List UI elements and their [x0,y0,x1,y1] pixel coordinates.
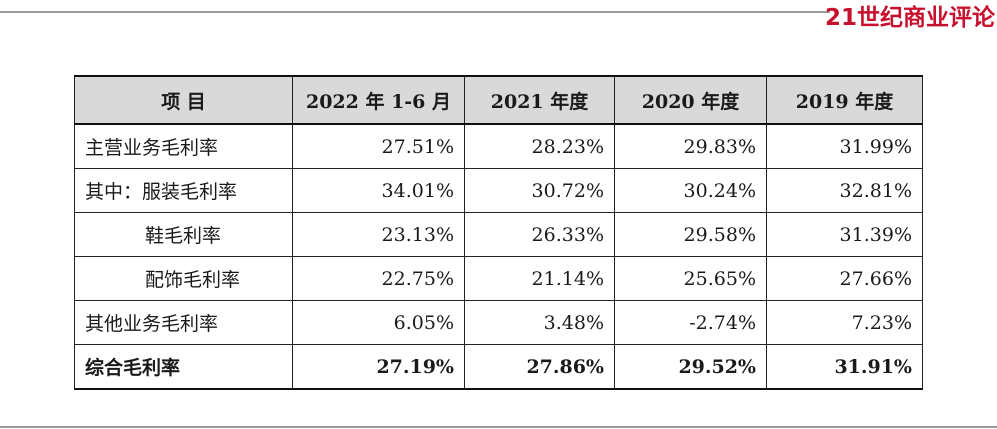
bottom-divider [0,426,997,428]
cell-value: 29.52% [614,344,767,390]
cell-value: 3.48% [464,300,615,345]
cell-value: 27.86% [464,344,615,390]
header-2021: 2021 年度 [464,75,615,125]
cell-value: 7.23% [766,300,923,345]
cell-value: 30.72% [464,168,615,213]
cell-value: 29.83% [614,124,767,169]
table-row-total: 综合毛利率 27.19% 27.86% 29.52% 31.91% [74,344,923,390]
header-2020: 2020 年度 [614,75,767,125]
cell-value: 32.81% [766,168,923,213]
cell-value: 30.24% [614,168,767,213]
table-row: 鞋毛利率 23.13% 26.33% 29.58% 31.39% [74,212,923,257]
cell-value: 27.19% [292,344,465,390]
cell-value: 27.66% [766,256,923,301]
cell-value: 29.58% [614,212,767,257]
cell-value: 25.65% [614,256,767,301]
table-row: 其他业务毛利率 6.05% 3.48% -2.74% 7.23% [74,300,923,345]
header-item: 项 目 [74,75,293,125]
table-row: 配饰毛利率 22.75% 21.14% 25.65% 27.66% [74,256,923,301]
top-divider [0,11,830,13]
row-label: 综合毛利率 [74,344,293,390]
header-2019: 2019 年度 [766,75,923,125]
table-header-row: 项 目 2022 年 1-6 月 2021 年度 2020 年度 2019 年度 [74,75,923,125]
table-row: 主营业务毛利率 27.51% 28.23% 29.83% 31.99% [74,124,923,169]
row-label: 配饰毛利率 [74,256,293,301]
row-label: 鞋毛利率 [74,212,293,257]
header-2022h1: 2022 年 1-6 月 [292,75,465,125]
row-label: 主营业务毛利率 [74,124,293,169]
cell-value: 31.39% [766,212,923,257]
cell-value: 22.75% [292,256,465,301]
cell-value: 6.05% [292,300,465,345]
row-label: 其中：服装毛利率 [74,168,293,213]
cell-value: 28.23% [464,124,615,169]
gross-margin-table: 项 目 2022 年 1-6 月 2021 年度 2020 年度 2019 年度… [74,75,923,390]
cell-value: 34.01% [292,168,465,213]
cell-value: 26.33% [464,212,615,257]
cell-value: 31.99% [766,124,923,169]
table-row: 其中：服装毛利率 34.01% 30.72% 30.24% 32.81% [74,168,923,213]
cell-value: 31.91% [766,344,923,390]
cell-value: 27.51% [292,124,465,169]
cell-value: -2.74% [614,300,767,345]
cell-value: 23.13% [292,212,465,257]
cell-value: 21.14% [464,256,615,301]
brand-logo: 21世纪商业评论 [824,5,995,31]
row-label: 其他业务毛利率 [74,300,293,345]
